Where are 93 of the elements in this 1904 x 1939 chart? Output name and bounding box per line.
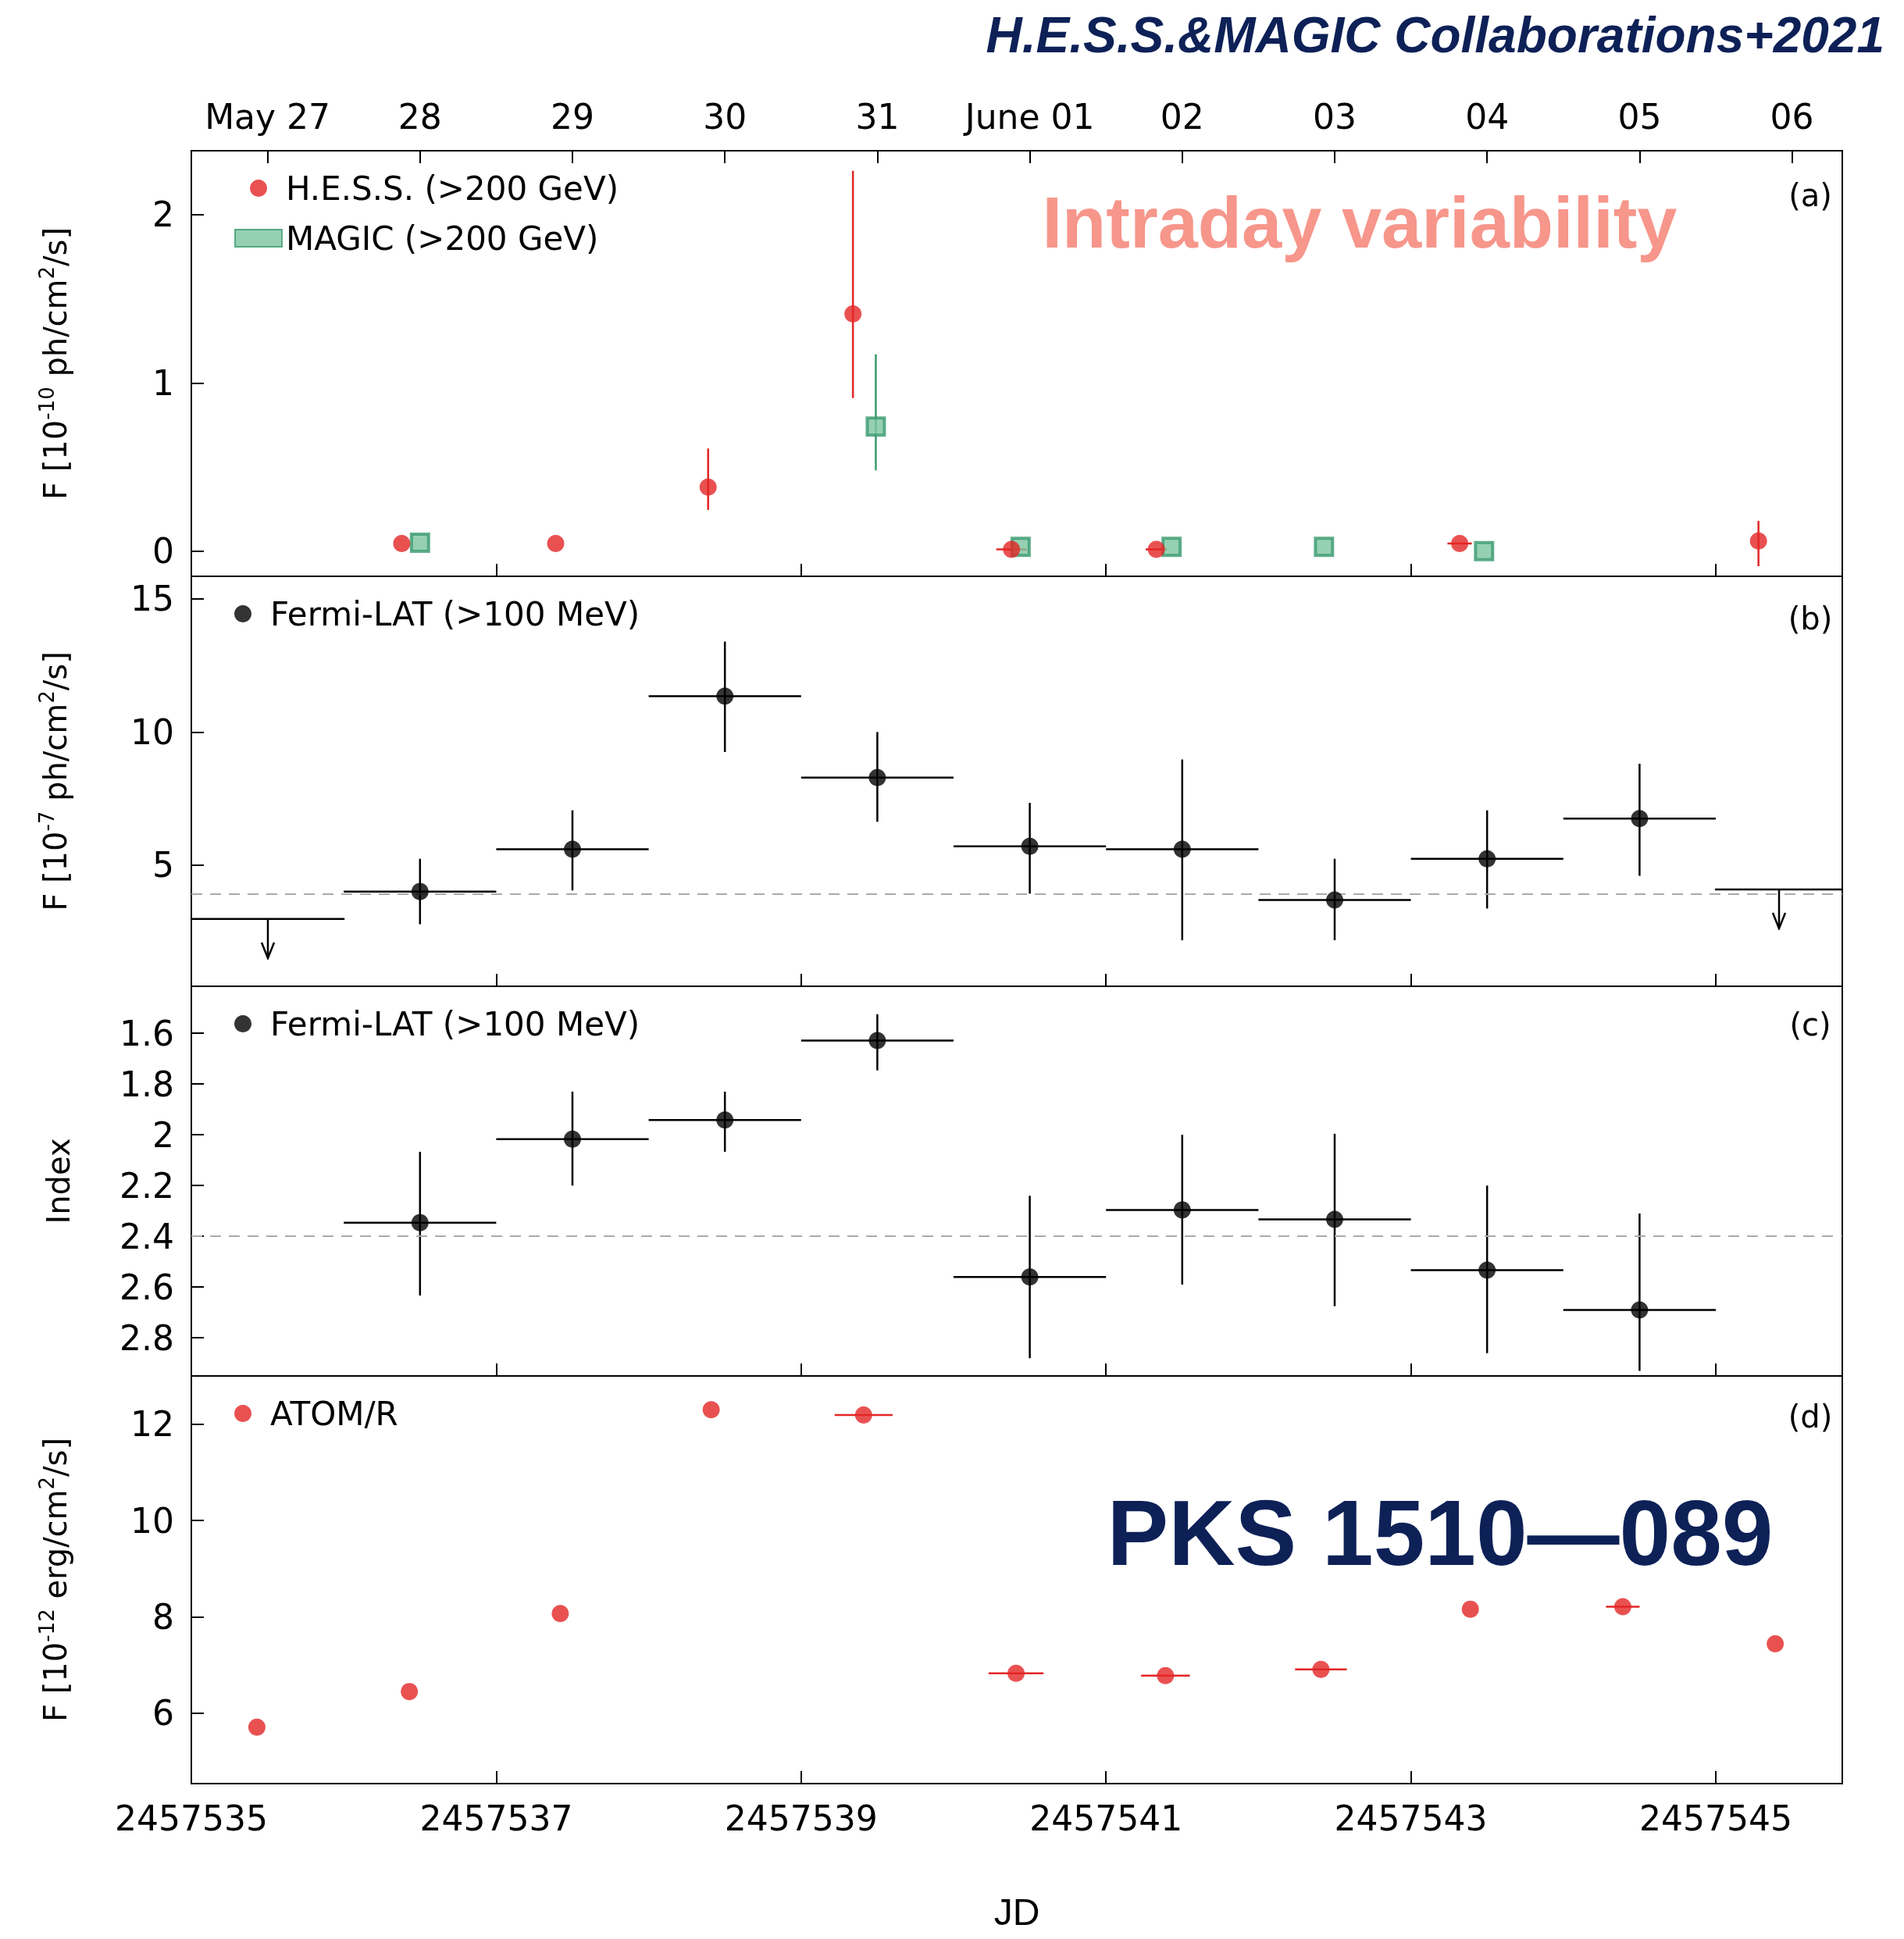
x2-tick-label: 28 [398,96,442,137]
x2-tick-label: 03 [1313,96,1357,137]
y-tick-label: 2 [152,194,174,235]
point [702,1401,720,1419]
x-tick-label: 2457545 [1639,1798,1792,1838]
point [248,1718,266,1736]
y-tick-label: 15 [130,579,174,619]
x-axis-title: JD [993,1891,1040,1933]
y-tick-label: 1.8 [119,1064,174,1104]
point [865,416,886,437]
point [1474,540,1495,561]
annotation: (d) [1788,1399,1833,1435]
point [551,1605,569,1623]
y-tick-label: 0 [152,531,174,572]
x2-tick-label: 04 [1465,96,1510,137]
x2-tick-label: May 27 [205,96,331,137]
annotation: (b) [1788,601,1833,636]
point [854,1406,872,1424]
y-tick-label: 2.8 [119,1317,174,1358]
point [564,840,581,858]
y-tick-label: 12 [130,1404,174,1445]
x-tick-label: 2457541 [1029,1798,1183,1838]
point [409,532,430,553]
x-tick-label: 2457537 [419,1798,573,1838]
point [868,768,886,786]
point [1007,1664,1025,1682]
x2-tick-label: 29 [551,96,594,137]
y-tick-label: 1.6 [119,1013,174,1053]
y-tick-label: 2.6 [119,1267,174,1307]
point [1003,540,1021,558]
annotation: (a) [1788,177,1832,213]
y-tick-label: 6 [152,1693,174,1734]
x2-tick-label: 31 [855,96,900,137]
x2-tick-label: 05 [1617,96,1662,137]
point [1749,532,1767,550]
point [564,1130,581,1148]
x2-tick-label: 02 [1160,96,1204,137]
y-tick-label: 10 [130,711,174,752]
point [1021,837,1039,855]
point [1326,1210,1343,1228]
y-tick-label: 2 [152,1114,174,1155]
point [411,882,429,900]
point [1478,1261,1496,1279]
x2-tick-label: 30 [703,96,747,137]
point [547,535,565,552]
y-tick-label: 2.4 [119,1216,174,1256]
point [1478,850,1496,868]
y-tick-label: 1 [152,362,174,403]
x2-tick-label: 06 [1770,96,1814,137]
point [1461,1600,1479,1618]
point [1451,535,1469,552]
y-axis-title: F [10-7 ph/cm2/s] [35,651,73,911]
point [1631,1301,1649,1319]
point [1157,1666,1175,1684]
point [699,478,717,496]
y-axis-title: F [10-10 ph/cm2/s] [35,226,73,501]
chart-title: H.E.S.S.&MAGIC Collaborations+2021 [986,7,1884,63]
x-tick-label: 2457535 [115,1798,268,1838]
point [1314,536,1335,558]
legend-label: Fermi-LAT (>100 MeV) [270,594,640,633]
point [1161,536,1182,558]
annotation: (c) [1789,1007,1831,1043]
legend-label: H.E.S.S. (>200 GeV) [286,169,619,208]
y-tick-label: 2.2 [119,1165,174,1206]
point [1767,1635,1785,1653]
point [716,687,734,705]
x-tick-label: 2457543 [1334,1798,1488,1838]
point [1613,1598,1631,1616]
legend-label: ATOM/R [270,1394,398,1433]
point [1631,810,1649,828]
point [1021,1268,1039,1286]
legend-label: MAGIC (>200 GeV) [286,219,599,258]
annotation: PKS 1510—089 [1107,1481,1774,1584]
legend-label: Fermi-LAT (>100 MeV) [270,1004,640,1043]
point [1312,1660,1330,1678]
y-axis-title: Index [41,1138,77,1224]
x-tick-label: 2457539 [724,1798,878,1838]
y-tick-label: 8 [152,1597,174,1638]
point [1326,891,1343,909]
point [401,1683,419,1701]
annotation: Intraday variability [1042,183,1678,262]
x2-tick-label: June 01 [962,96,1095,137]
point [1147,540,1165,558]
point [1173,840,1191,858]
point [1173,1201,1191,1219]
point [844,305,862,323]
point [393,535,411,552]
y-tick-label: 10 [130,1500,174,1541]
point [716,1111,734,1129]
point [411,1214,429,1231]
y-axis-title: F [10-12 erg/cm2/s] [35,1437,73,1723]
y-tick-label: 5 [152,845,174,886]
point [868,1032,886,1050]
